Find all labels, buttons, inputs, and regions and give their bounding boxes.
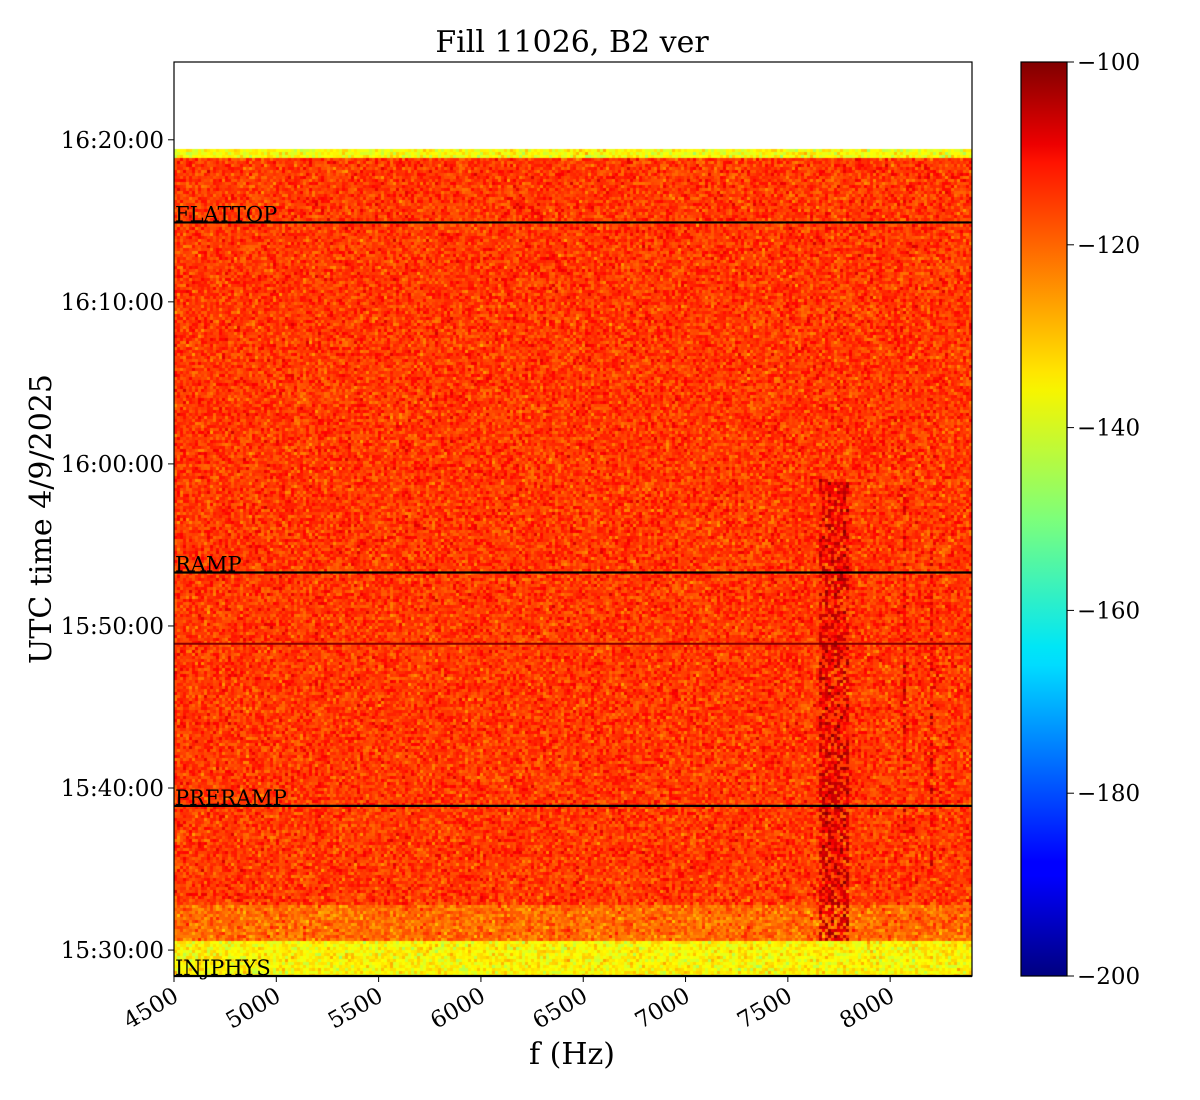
x-tick-label: 4500 [119,983,183,1035]
phase-label-flattop: FLATTOP [175,202,277,226]
colorbar [1020,61,1068,977]
x-axis: 4500 5000 5500 6000 6500 7000 7500 8000 [119,976,899,1034]
x-tick-label: 5500 [324,983,388,1035]
colorbar-tick-label: −200 [1077,964,1140,990]
x-tick-label: 7000 [631,983,695,1035]
x-tick-label: 6000 [426,983,490,1035]
x-tick-label: 6500 [529,983,593,1035]
y-tick-label: 16:10:00 [61,290,164,316]
y-axis-label: UTC time 4/9/2025 [24,374,59,664]
y-tick-label: 15:50:00 [61,614,164,640]
colorbar-ticks: −100 −120 −140 −160 −180 −200 [1067,50,1140,990]
colorbar-tick-label: −160 [1077,598,1140,624]
y-tick-label: 16:00:00 [61,452,164,478]
colorbar-tick-label: −140 [1077,416,1140,442]
x-tick-label: 8000 [835,983,899,1035]
heatmap-raster [174,62,972,976]
y-tick-label: 15:40:00 [61,776,164,802]
phase-label-preramp: PRERAMP [175,786,287,810]
plot-frame [173,61,973,977]
y-tick-label: 15:30:00 [61,938,164,964]
x-axis-label: f (Hz) [529,1037,615,1072]
heatmap-raster-container [174,62,972,976]
phase-label-ramp: RAMP [175,552,242,576]
y-axis: 16:20:00 16:10:00 16:00:00 15:50:00 15:40:00… [61,128,174,964]
chart-title: Fill 11026, B2 ver [435,25,709,60]
colorbar-tick-label: −180 [1077,781,1140,807]
x-tick-label: 5000 [222,983,286,1035]
colorbar-tick-label: −100 [1077,50,1140,76]
y-tick-label: 16:20:00 [61,128,164,154]
x-tick-label: 7500 [733,983,797,1035]
colorbar-tick-label: −120 [1077,233,1140,259]
